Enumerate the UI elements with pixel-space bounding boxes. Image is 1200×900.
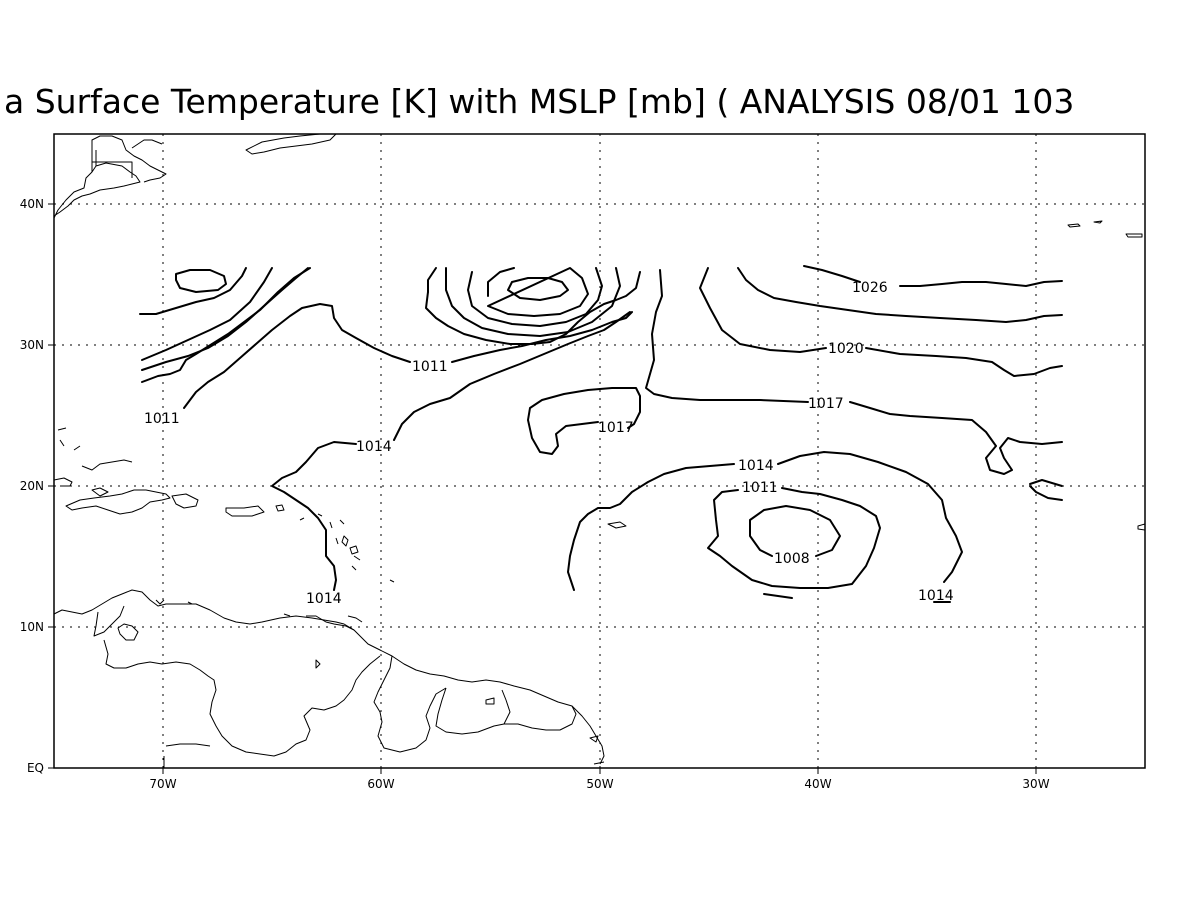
contour-label: 1011 xyxy=(412,359,448,375)
contour-labels: 1026 1020 1017 1017 1011 1011 1014 1014 … xyxy=(144,280,954,607)
contour-label: 1014 xyxy=(356,439,392,455)
contour-label: 1017 xyxy=(808,396,844,412)
contour-label: 1014 xyxy=(306,591,342,607)
x-tick-label: 30W xyxy=(1022,777,1049,791)
x-tick-label: 70W xyxy=(149,777,176,791)
y-tick-label: EQ xyxy=(27,761,44,775)
map-title: a Surface Temperature [K] with MSLP [mb]… xyxy=(4,82,1074,121)
y-tick-label: 10N xyxy=(20,620,44,634)
contour-label: 1014 xyxy=(918,588,954,604)
y-tick-label: 30N xyxy=(20,338,44,352)
x-tick-label: 50W xyxy=(586,777,613,791)
contour-label: 1026 xyxy=(852,280,888,296)
x-axis-labels: 70W 60W 50W 40W 30W xyxy=(149,777,1049,791)
grid-lines xyxy=(54,134,1145,768)
coastlines xyxy=(53,133,1146,768)
y-tick-label: 40N xyxy=(20,197,44,211)
y-tick-label: 20N xyxy=(20,479,44,493)
contour-label: 1008 xyxy=(774,551,810,567)
x-tick-label: 60W xyxy=(367,777,394,791)
contour-label: 1017 xyxy=(598,420,634,436)
tick-marks xyxy=(48,203,1037,774)
contour-label: 1020 xyxy=(828,341,864,357)
y-axis-labels: 40N 30N 20N 10N EQ xyxy=(20,197,44,775)
map-frame xyxy=(53,133,1146,769)
contour-label: 1014 xyxy=(738,458,774,474)
isobars xyxy=(139,265,1063,603)
contour-label: 1011 xyxy=(742,480,778,496)
contour-label: 1011 xyxy=(144,411,180,427)
x-tick-label: 40W xyxy=(804,777,831,791)
